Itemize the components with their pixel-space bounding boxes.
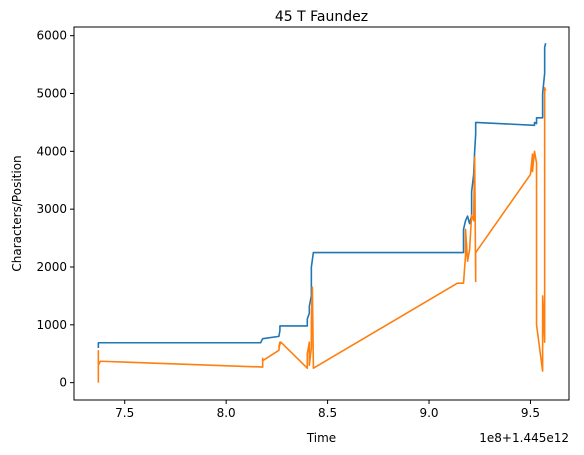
y-tick-label: 6000 [36,29,67,43]
plot-area [73,26,570,401]
y-tick-label: 3000 [36,202,67,216]
y-axis: 0 1000 2000 3000 4000 5000 6000 [36,29,74,390]
y-tick-label: 0 [59,376,67,390]
y-axis-label: Characters/Position [10,155,24,271]
x-tick-label: 8.0 [217,406,236,420]
x-tick-label: 8.5 [318,406,337,420]
plot-frame [73,26,570,401]
y-tick-label: 1000 [36,318,67,332]
x-tick-label: 7.5 [115,406,134,420]
series-layer [97,42,547,383]
series-line-2 [97,86,547,383]
x-axis: 7.5 8.0 8.5 9.0 9.5 [115,400,540,420]
chart-title: 45 T Faundez [275,9,368,25]
series-line-1 [97,42,547,348]
x-axis-label: Time [306,431,336,445]
y-tick-label: 2000 [36,260,67,274]
x-offset-label: 1e8+1.445e12 [479,431,569,445]
y-tick-label: 5000 [36,87,67,101]
y-tick-label: 4000 [36,144,67,158]
x-tick-label: 9.0 [419,406,438,420]
x-tick-label: 9.5 [521,406,540,420]
